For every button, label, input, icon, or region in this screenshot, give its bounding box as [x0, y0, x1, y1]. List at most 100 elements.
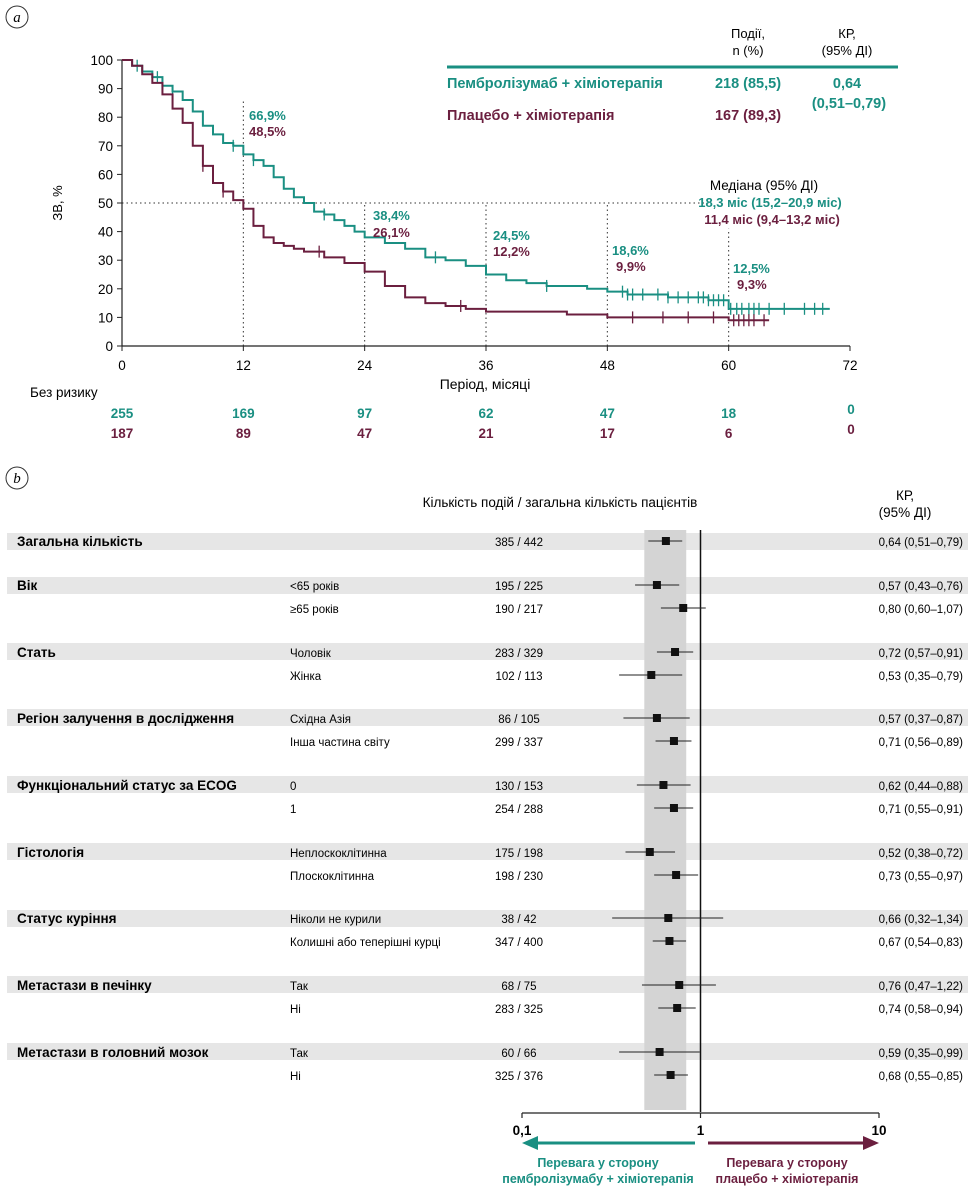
forest-group-label: Стать — [17, 645, 56, 660]
forest-subgroup-label: Плоскоклітинна — [290, 871, 375, 883]
km-y-tick-label: 40 — [98, 225, 113, 240]
forest-hr-ci: 0,71 (0,55–0,91) — [879, 804, 964, 816]
km-y-tick-label: 50 — [98, 196, 113, 211]
km-x-tick-label: 60 — [721, 358, 736, 373]
panel-a-label: a — [13, 10, 21, 26]
forest-events: 175 / 198 — [495, 848, 543, 860]
forest-events: 102 / 113 — [495, 671, 542, 683]
forest-hr-point — [671, 648, 680, 656]
forest-events: 385 / 442 — [495, 537, 543, 549]
km-y-tick-label: 70 — [98, 139, 113, 154]
forest-hr-point — [679, 604, 688, 612]
km-y-tick-label: 90 — [98, 82, 113, 97]
at-risk-maroon-value: 47 — [357, 426, 372, 441]
legend-col-hr: КР, — [838, 26, 855, 41]
forest-hr-point — [666, 1071, 675, 1079]
forest-subgroup-label: Ні — [290, 1071, 301, 1083]
legend-col-events-unit: n (%) — [732, 43, 763, 58]
forest-header-hr-ci: (95% ДІ) — [879, 505, 932, 520]
forest-hr-ci: 0,52 (0,38–0,72) — [879, 848, 964, 860]
forest-hr-ci: 0,68 (0,55–0,85) — [879, 1071, 964, 1083]
forest-x-tick-label: 0,1 — [513, 1123, 532, 1138]
legend-series2-events: 167 (89,3) — [715, 108, 781, 124]
forest-hr-ci: 0,59 (0,35–0,99) — [879, 1048, 964, 1060]
landmark-36-maroon: 12,2% — [493, 244, 530, 259]
forest-group-band — [7, 643, 968, 660]
forest-subgroup-label: Ні — [290, 1004, 301, 1016]
landmark-60-maroon: 9,3% — [737, 277, 767, 292]
forest-hr-ci: 0,67 (0,54–0,83) — [879, 937, 964, 949]
forest-axis: 0,1 1 10 — [513, 1112, 887, 1138]
forest-hr-ci: 0,57 (0,37–0,87) — [879, 714, 964, 726]
forest-events: 190 / 217 — [495, 604, 543, 616]
forest-subgroup-label: Так — [290, 981, 309, 993]
forest-group-band — [7, 1043, 968, 1060]
km-legend: Події, n (%) КР, (95% ДІ) Пембролізумаб … — [447, 26, 898, 124]
km-y-tick-label: 20 — [98, 282, 113, 297]
landmark-24-teal: 38,4% — [373, 208, 410, 223]
forest-hr-point — [652, 581, 661, 589]
km-y-tick-label: 80 — [98, 110, 113, 125]
panel-b-badge — [5, 466, 29, 490]
at-risk-maroon-value: 187 — [111, 426, 134, 441]
landmark-48-teal: 18,6% — [612, 243, 649, 258]
at-risk-teal-value: 97 — [357, 406, 372, 421]
at-risk-teal-value: 255 — [111, 406, 134, 421]
at-risk-maroon-value: 17 — [600, 426, 615, 441]
forest-hr-ci: 0,76 (0,47–1,22) — [879, 981, 964, 993]
forest-header-events: Кількість подій / загальна кількість пац… — [423, 495, 698, 510]
at-risk-teal-value: 62 — [478, 406, 493, 421]
forest-subgroup-label: 0 — [290, 781, 296, 793]
favor-left-arrowhead — [522, 1136, 538, 1150]
km-y-tick-label: 30 — [98, 253, 113, 268]
forest-subgroup-label: <65 років — [290, 581, 339, 593]
forest-group-label: Статус куріння — [17, 911, 117, 926]
forest-subgroup-label: Так — [290, 1048, 309, 1060]
forest-rows: Загальна кількість 385 / 442 0,64 (0,51–0,… — [17, 534, 963, 1083]
at-risk-maroon-value: 21 — [478, 426, 494, 441]
forest-subgroup-label: 1 — [290, 804, 296, 816]
forest-subgroup-label: Неплоскоклітинна — [290, 848, 387, 860]
forest-events: 60 / 66 — [501, 1048, 536, 1060]
km-x-tick-label: 24 — [357, 358, 373, 373]
legend-series1-name: Пембролізумаб + хіміотерапія — [447, 76, 663, 92]
forest-events: 254 / 288 — [495, 804, 543, 816]
landmark-labels: 66,9% 48,5% 38,4% 26,1% 24,5% 12,2% 18,6… — [249, 108, 770, 292]
forest-group-band — [7, 976, 968, 993]
legend-col-hr-ci: (95% ДІ) — [822, 43, 873, 58]
forest-marks — [612, 537, 724, 1079]
forest-x-tick-label: 10 — [871, 1123, 886, 1138]
forest-hr-ci: 0,66 (0,32–1,34) — [879, 914, 964, 926]
median-maroon: 11,4 міс (9,4–13,2 міс) — [704, 212, 840, 227]
forest-ci-shade — [644, 530, 702, 1112]
forest-hr-point — [665, 937, 674, 945]
legend-hr-value: 0,64 — [833, 76, 861, 92]
forest-events: 283 / 325 — [495, 1004, 543, 1016]
forest-group-label: Функціональний статус за ECOG — [17, 778, 237, 793]
forest-hr-point — [661, 537, 670, 545]
legend-hr-ci: (0,51–0,79) — [812, 96, 886, 112]
landmark-24-maroon: 26,1% — [373, 225, 410, 240]
forest-subgroup-label: ≥65 років — [290, 604, 339, 616]
forest-events: 325 / 376 — [495, 1071, 543, 1083]
forest-header-hr: КР, — [896, 488, 914, 503]
forest-hr-ci: 0,73 (0,55–0,97) — [879, 871, 964, 883]
km-x-tick-label: 0 — [118, 358, 126, 373]
forest-hr-ci: 0,53 (0,35–0,79) — [879, 671, 964, 683]
landmark-12-teal: 66,9% — [249, 108, 286, 123]
km-y-tick-label: 10 — [98, 310, 113, 325]
forest-subgroup-label: Інша частина світу — [290, 737, 390, 749]
median-title: Медіана (95% ДІ) — [710, 178, 818, 193]
landmark-60-teal: 12,5% — [733, 261, 770, 276]
forest-hr-point — [652, 714, 661, 722]
forest-hr-ci: 0,72 (0,57–0,91) — [879, 648, 964, 660]
forest-hr-point — [672, 871, 681, 879]
at-risk-teal-value: 0 — [847, 402, 855, 417]
forest-events: 198 / 230 — [495, 871, 543, 883]
forest-hr-point — [645, 848, 654, 856]
forest-hr-ci: 0,74 (0,58–0,94) — [879, 1004, 964, 1016]
landmark-12-maroon: 48,5% — [249, 124, 286, 139]
km-x-tick-label: 48 — [600, 358, 615, 373]
